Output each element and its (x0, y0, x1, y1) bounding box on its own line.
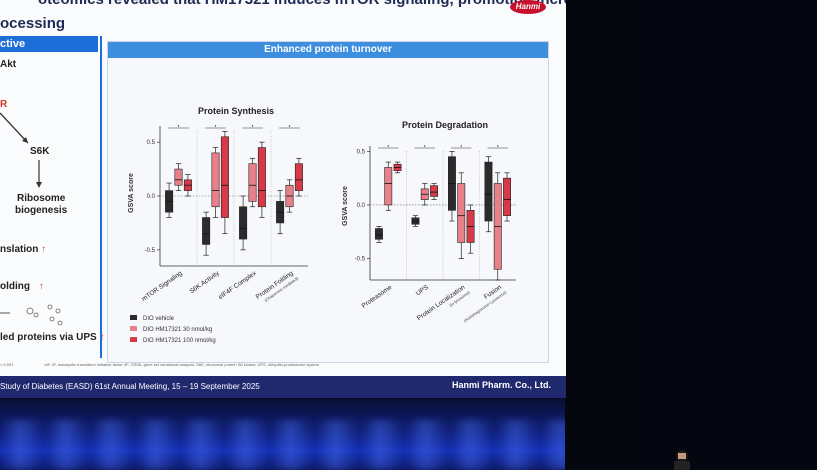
left-item-translation: nslation ↑ (0, 244, 46, 255)
y-tick-label: 0.5 (147, 140, 156, 146)
significance-star (251, 125, 254, 127)
box-DIO HM17321 30 nmol/kg (174, 168, 183, 186)
significance-star (288, 125, 291, 127)
plot-marks: -0.5 0.0 0.5 mTOR Signaling S6K ActivityeIF4… (141, 125, 516, 323)
arrow-diagonal-icon (0, 112, 29, 144)
x-category-label: UPS (415, 284, 431, 298)
y-tick-label: 0.0 (357, 203, 366, 209)
abbreviation-text: eIF 4F, eukaryotic translation initiatio… (44, 362, 320, 367)
significance-star (497, 145, 499, 147)
y-tick-label: -0.5 (145, 248, 156, 254)
footer-bar (0, 376, 566, 398)
left-item-folding: olding ↑ (0, 281, 44, 292)
left-item-ups: led proteins via UPS ↑ (0, 332, 104, 343)
legend-vehicle: DIO vehicle (143, 316, 175, 322)
synthesis-ylabel: GSVA score (128, 173, 135, 213)
dark-hall-area (565, 0, 817, 470)
up-arrow-icon: ↑ (99, 332, 105, 343)
slide-title-line1: oteomics revealed that HM17321 induces m… (38, 0, 566, 9)
folding-label: olding (0, 281, 30, 292)
significance-star (177, 125, 180, 127)
projected-slide: oteomics revealed that HM17321 induces m… (0, 0, 566, 398)
x-category-label: Proteasome (361, 284, 394, 310)
degradation-title: Protein Degradation (402, 120, 488, 130)
left-item-s6k: S6K (30, 146, 50, 157)
y-tick-label: 0.5 (357, 149, 366, 155)
legend-30: DIO HM17321 30 nmol/kg (143, 327, 212, 333)
y-tick-label: -0.5 (355, 257, 366, 263)
up-arrow-icon: ↑ (41, 244, 47, 255)
x-category-label: S6K Activity (189, 269, 222, 295)
translation-label: nslation (0, 244, 39, 255)
synthesis-title: Protein Synthesis (198, 106, 274, 116)
box-DIO HM17321 30 nmol/kg (248, 163, 257, 202)
panel-header: Enhanced protein turnover (108, 42, 548, 58)
box-DIO vehicle (484, 161, 493, 222)
significance-star (460, 145, 462, 147)
x-category-label: mTOR Signaling (141, 270, 184, 303)
protein-particles-icon (0, 304, 63, 326)
footer-company: Hanmi Pharm. Co., Ltd. (452, 380, 552, 390)
box-DIO HM17321 100 nmol/kg (294, 163, 303, 191)
speaker-silhouette (674, 450, 690, 470)
left-item-mtor: R (0, 99, 8, 110)
box-DIO vehicle (202, 217, 211, 245)
box-DIO HM17321 30 nmol/kg (457, 183, 466, 243)
legend-swatch-30 (130, 326, 137, 331)
box-DIO HM17321 30 nmol/kg (384, 167, 393, 206)
left-summary-panel: ctive Akt R S6K Ribosome biogenesis nsla… (0, 36, 104, 358)
box-DIO HM17321 30 nmol/kg (211, 152, 220, 208)
left-item-biogenesis: biogenesis (15, 205, 68, 216)
left-item-akt: Akt (0, 59, 17, 70)
legend-100: DIO HM17321 100 nmol/kg (143, 338, 216, 344)
significance-star (214, 125, 217, 127)
significance-star (424, 145, 426, 147)
up-arrow-icon: ↑ (38, 281, 44, 292)
slide-title-line2: ocessing (0, 15, 66, 32)
left-panel-header: ctive (0, 36, 98, 52)
box-DIO HM17321 100 nmol/kg (430, 185, 438, 197)
y-tick-label: 0.0 (147, 194, 156, 200)
hanmi-logo: Hanmi (510, 0, 546, 14)
legend-swatch-100 (130, 337, 137, 342)
x-category-label: eIF4F Complex (217, 269, 258, 301)
ups-label: led proteins via UPS (0, 332, 97, 343)
footer-meeting: Study of Diabetes (EASD) 61st Annual Mee… (0, 382, 260, 391)
degradation-ylabel: GSVA score (342, 186, 349, 226)
pvalue-note: < 0.001 (0, 362, 14, 367)
legend-swatch-vehicle (130, 315, 137, 320)
significance-star (387, 145, 389, 147)
left-item-ribosome: Ribosome (17, 193, 66, 204)
legend: DIO vehicle DIO HM17321 30 nmol/kg DIO H… (130, 315, 216, 344)
protein-turnover-panel: Enhanced protein turnover Protein Synthe… (107, 41, 549, 363)
box-DIO HM17321 100 nmol/kg (257, 147, 266, 208)
abbreviation-footnote: < 0.001 eIF 4F, eukaryotic translation i… (0, 362, 420, 367)
box-plot-charts: Protein Synthesis Protein Degradation GS… (128, 106, 516, 344)
box-DIO HM17321 100 nmol/kg (503, 177, 511, 216)
box-DIO vehicle (239, 206, 248, 240)
box-DIO HM17321 100 nmol/kg (220, 136, 229, 218)
box-DIO vehicle (374, 228, 383, 240)
arrow-down-icon (36, 160, 42, 188)
